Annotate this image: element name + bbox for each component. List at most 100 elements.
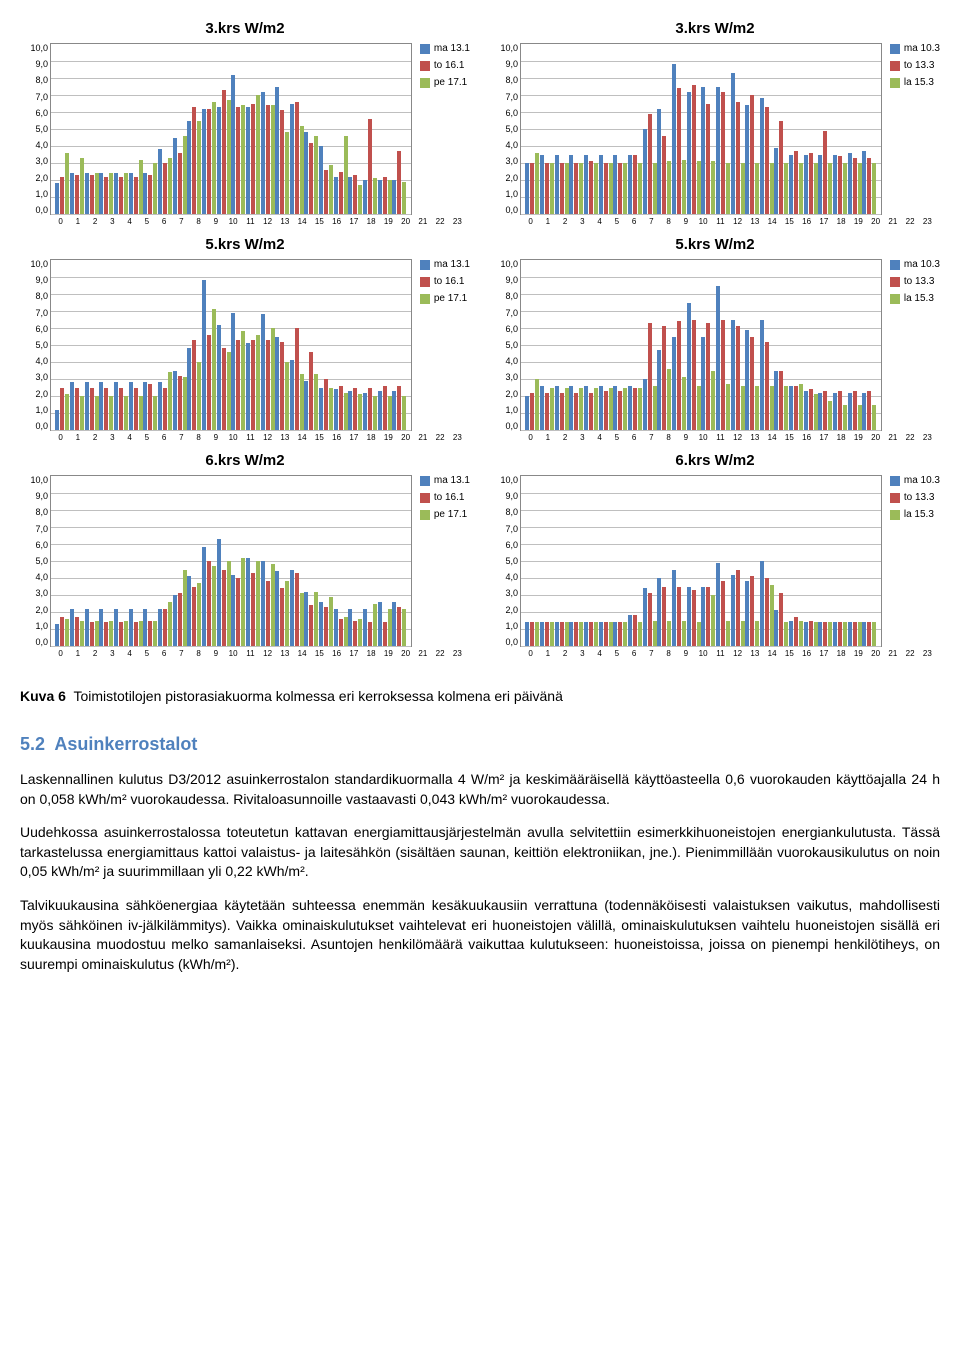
bar: [569, 155, 573, 215]
legend-swatch: [420, 78, 430, 88]
bar: [295, 102, 299, 214]
x-tick: 17: [815, 649, 832, 658]
bar: [838, 156, 842, 214]
bar: [134, 388, 138, 431]
bar: [60, 177, 64, 214]
bar: [280, 588, 284, 646]
bar: [129, 173, 133, 214]
bar-group: [862, 476, 877, 646]
bar: [187, 576, 191, 646]
x-axis: 01234567891011121314151617181920212223: [518, 215, 940, 226]
grid-line: [521, 214, 881, 215]
y-tick: 4,0: [490, 572, 518, 582]
x-tick: 19: [380, 433, 397, 442]
x-tick: 18: [363, 217, 380, 226]
bar: [104, 622, 108, 646]
bar: [70, 609, 74, 646]
bar: [353, 388, 357, 431]
bar: [309, 605, 313, 646]
y-tick: 5,0: [20, 340, 48, 350]
bar: [657, 109, 661, 214]
bar: [848, 622, 852, 646]
bar-group: [716, 476, 731, 646]
bar: [574, 622, 578, 646]
bar-group: [628, 476, 643, 646]
bar-group: [716, 260, 731, 430]
x-tick: 20: [397, 649, 414, 658]
chart-box: [50, 475, 412, 647]
bar: [368, 388, 372, 431]
bar: [70, 382, 74, 430]
bar-group: [333, 260, 348, 430]
x-tick: 7: [643, 217, 660, 226]
x-tick: 21: [414, 649, 431, 658]
bar: [324, 170, 328, 214]
bar: [236, 578, 240, 646]
bar-group: [598, 44, 613, 214]
bar: [867, 622, 871, 646]
bar: [207, 561, 211, 646]
x-tick: 3: [104, 217, 121, 226]
bar: [217, 107, 221, 214]
bar: [236, 107, 240, 214]
legend-item: to 16.1: [420, 492, 470, 503]
grid-line: [521, 430, 881, 431]
y-axis: 10,09,08,07,06,05,04,03,02,01,00,0: [20, 259, 50, 431]
bar: [231, 313, 235, 430]
x-tick: 16: [798, 649, 815, 658]
bar: [363, 393, 367, 430]
x-tick: 5: [608, 217, 625, 226]
bar: [633, 615, 637, 646]
bar: [75, 175, 79, 214]
bar-group: [55, 260, 70, 430]
x-tick: 2: [87, 433, 104, 442]
x-tick: 20: [397, 217, 414, 226]
grid-line: [51, 430, 411, 431]
bar: [266, 340, 270, 430]
x-tick: 19: [850, 433, 867, 442]
y-tick: 8,0: [490, 507, 518, 517]
bar: [662, 136, 666, 214]
bar: [192, 587, 196, 647]
y-tick: 5,0: [490, 340, 518, 350]
bar-group: [847, 476, 862, 646]
bar-group: [304, 260, 319, 430]
bar: [555, 155, 559, 215]
x-tick: 21: [884, 217, 901, 226]
x-tick: 22: [432, 217, 449, 226]
bar: [584, 622, 588, 646]
x-tick: 0: [52, 649, 69, 658]
bar: [163, 163, 167, 214]
x-tick: 16: [328, 649, 345, 658]
legend-item: to 13.3: [890, 60, 940, 71]
bar: [178, 593, 182, 646]
bar: [55, 183, 59, 214]
x-tick: 20: [867, 649, 884, 658]
bar: [530, 163, 534, 214]
y-tick: 0,0: [490, 205, 518, 215]
legend-item: ma 13.1: [420, 475, 470, 486]
y-tick: 1,0: [490, 189, 518, 199]
bar: [809, 621, 813, 647]
bar: [246, 558, 250, 646]
y-tick: 10,0: [490, 259, 518, 269]
legend: ma 10.3to 13.3la 15.3: [890, 43, 940, 88]
x-tick: 13: [276, 433, 293, 442]
bar-group: [862, 44, 877, 214]
bar-group: [143, 260, 158, 430]
bar: [584, 386, 588, 430]
y-tick: 2,0: [490, 605, 518, 615]
y-tick: 3,0: [20, 588, 48, 598]
y-tick: 7,0: [490, 524, 518, 534]
bar-group: [584, 476, 599, 646]
x-tick: 7: [643, 649, 660, 658]
x-tick: 6: [626, 217, 643, 226]
bar: [677, 88, 681, 214]
legend-swatch: [420, 294, 430, 304]
bar-group: [730, 476, 745, 646]
legend-label: la 15.3: [904, 509, 934, 520]
y-tick: 0,0: [20, 637, 48, 647]
y-tick: 1,0: [20, 621, 48, 631]
bar: [848, 153, 852, 214]
bar: [589, 622, 593, 646]
